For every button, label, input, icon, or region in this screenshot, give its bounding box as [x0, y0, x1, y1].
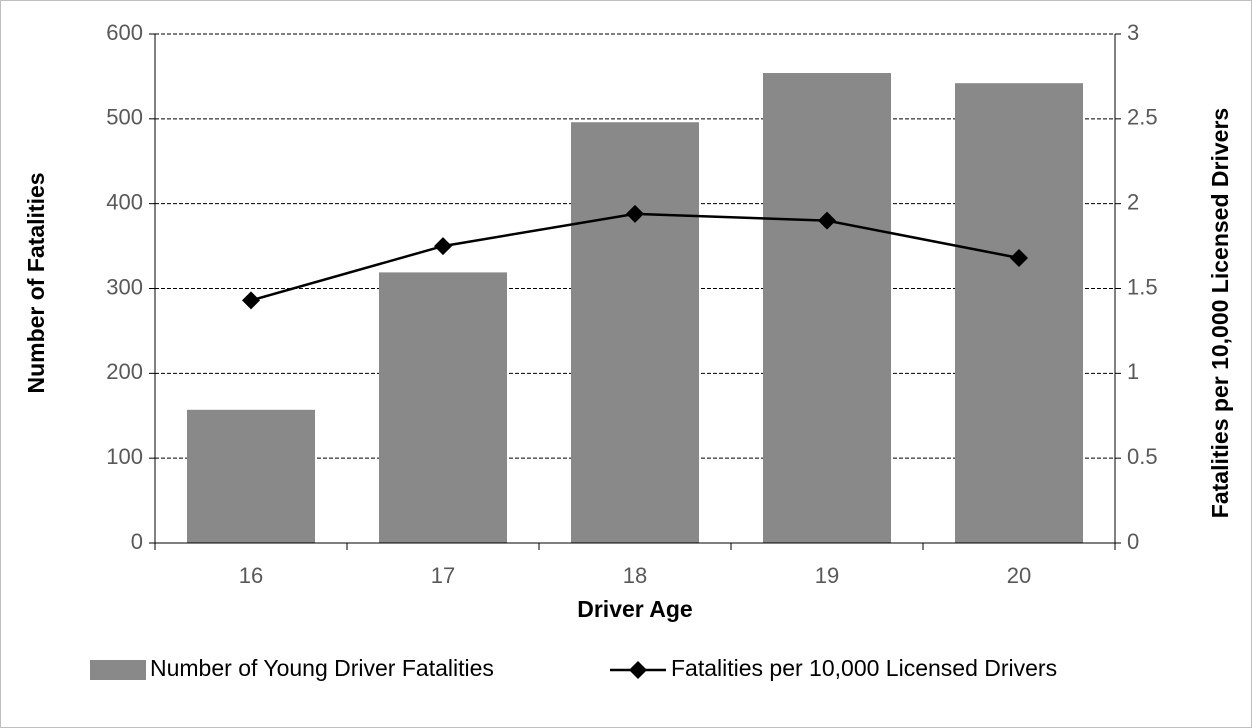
y2-tick-label: 0 [1127, 529, 1139, 554]
line-marker [818, 211, 836, 230]
line-marker [1010, 248, 1028, 267]
y-tick-label: 200 [106, 359, 143, 384]
y2-tick-label: 1.5 [1127, 274, 1158, 299]
y-tick-label: 600 [106, 20, 143, 45]
x-tick-label: 16 [239, 563, 263, 588]
legend-label: Number of Young Driver Fatalities [150, 655, 494, 681]
legend-label: Fatalities per 10,000 Licensed Drivers [671, 655, 1057, 681]
bar [763, 73, 891, 544]
legend-swatch [90, 660, 146, 680]
bar [379, 272, 507, 543]
bar [571, 122, 699, 543]
y-tick-label: 300 [106, 274, 143, 299]
y2-tick-label: 2.5 [1127, 105, 1158, 130]
x-tick-label: 17 [431, 563, 455, 588]
y2-tick-label: 1 [1127, 359, 1139, 384]
x-axis-title: Driver Age [577, 596, 692, 622]
y-tick-label: 400 [106, 189, 143, 214]
y2-tick-label: 3 [1127, 20, 1139, 45]
bar [187, 409, 315, 543]
y-tick-label: 0 [131, 529, 143, 554]
line-marker [434, 237, 452, 256]
x-tick-label: 18 [623, 563, 647, 588]
legend-marker [629, 661, 647, 679]
line-marker [626, 204, 644, 223]
x-tick-label: 20 [1007, 563, 1031, 588]
y2-axis-title: Fatalities per 10,000 Licensed Drivers [1207, 108, 1233, 518]
y-tick-label: 100 [106, 444, 143, 469]
x-tick-label: 19 [815, 563, 839, 588]
y2-tick-label: 2 [1127, 189, 1139, 214]
y-axis-title: Number of Fatalities [23, 172, 49, 393]
y2-tick-label: 0.5 [1127, 444, 1158, 469]
bar [955, 83, 1083, 543]
y-tick-label: 500 [106, 105, 143, 130]
line-marker [242, 291, 260, 310]
